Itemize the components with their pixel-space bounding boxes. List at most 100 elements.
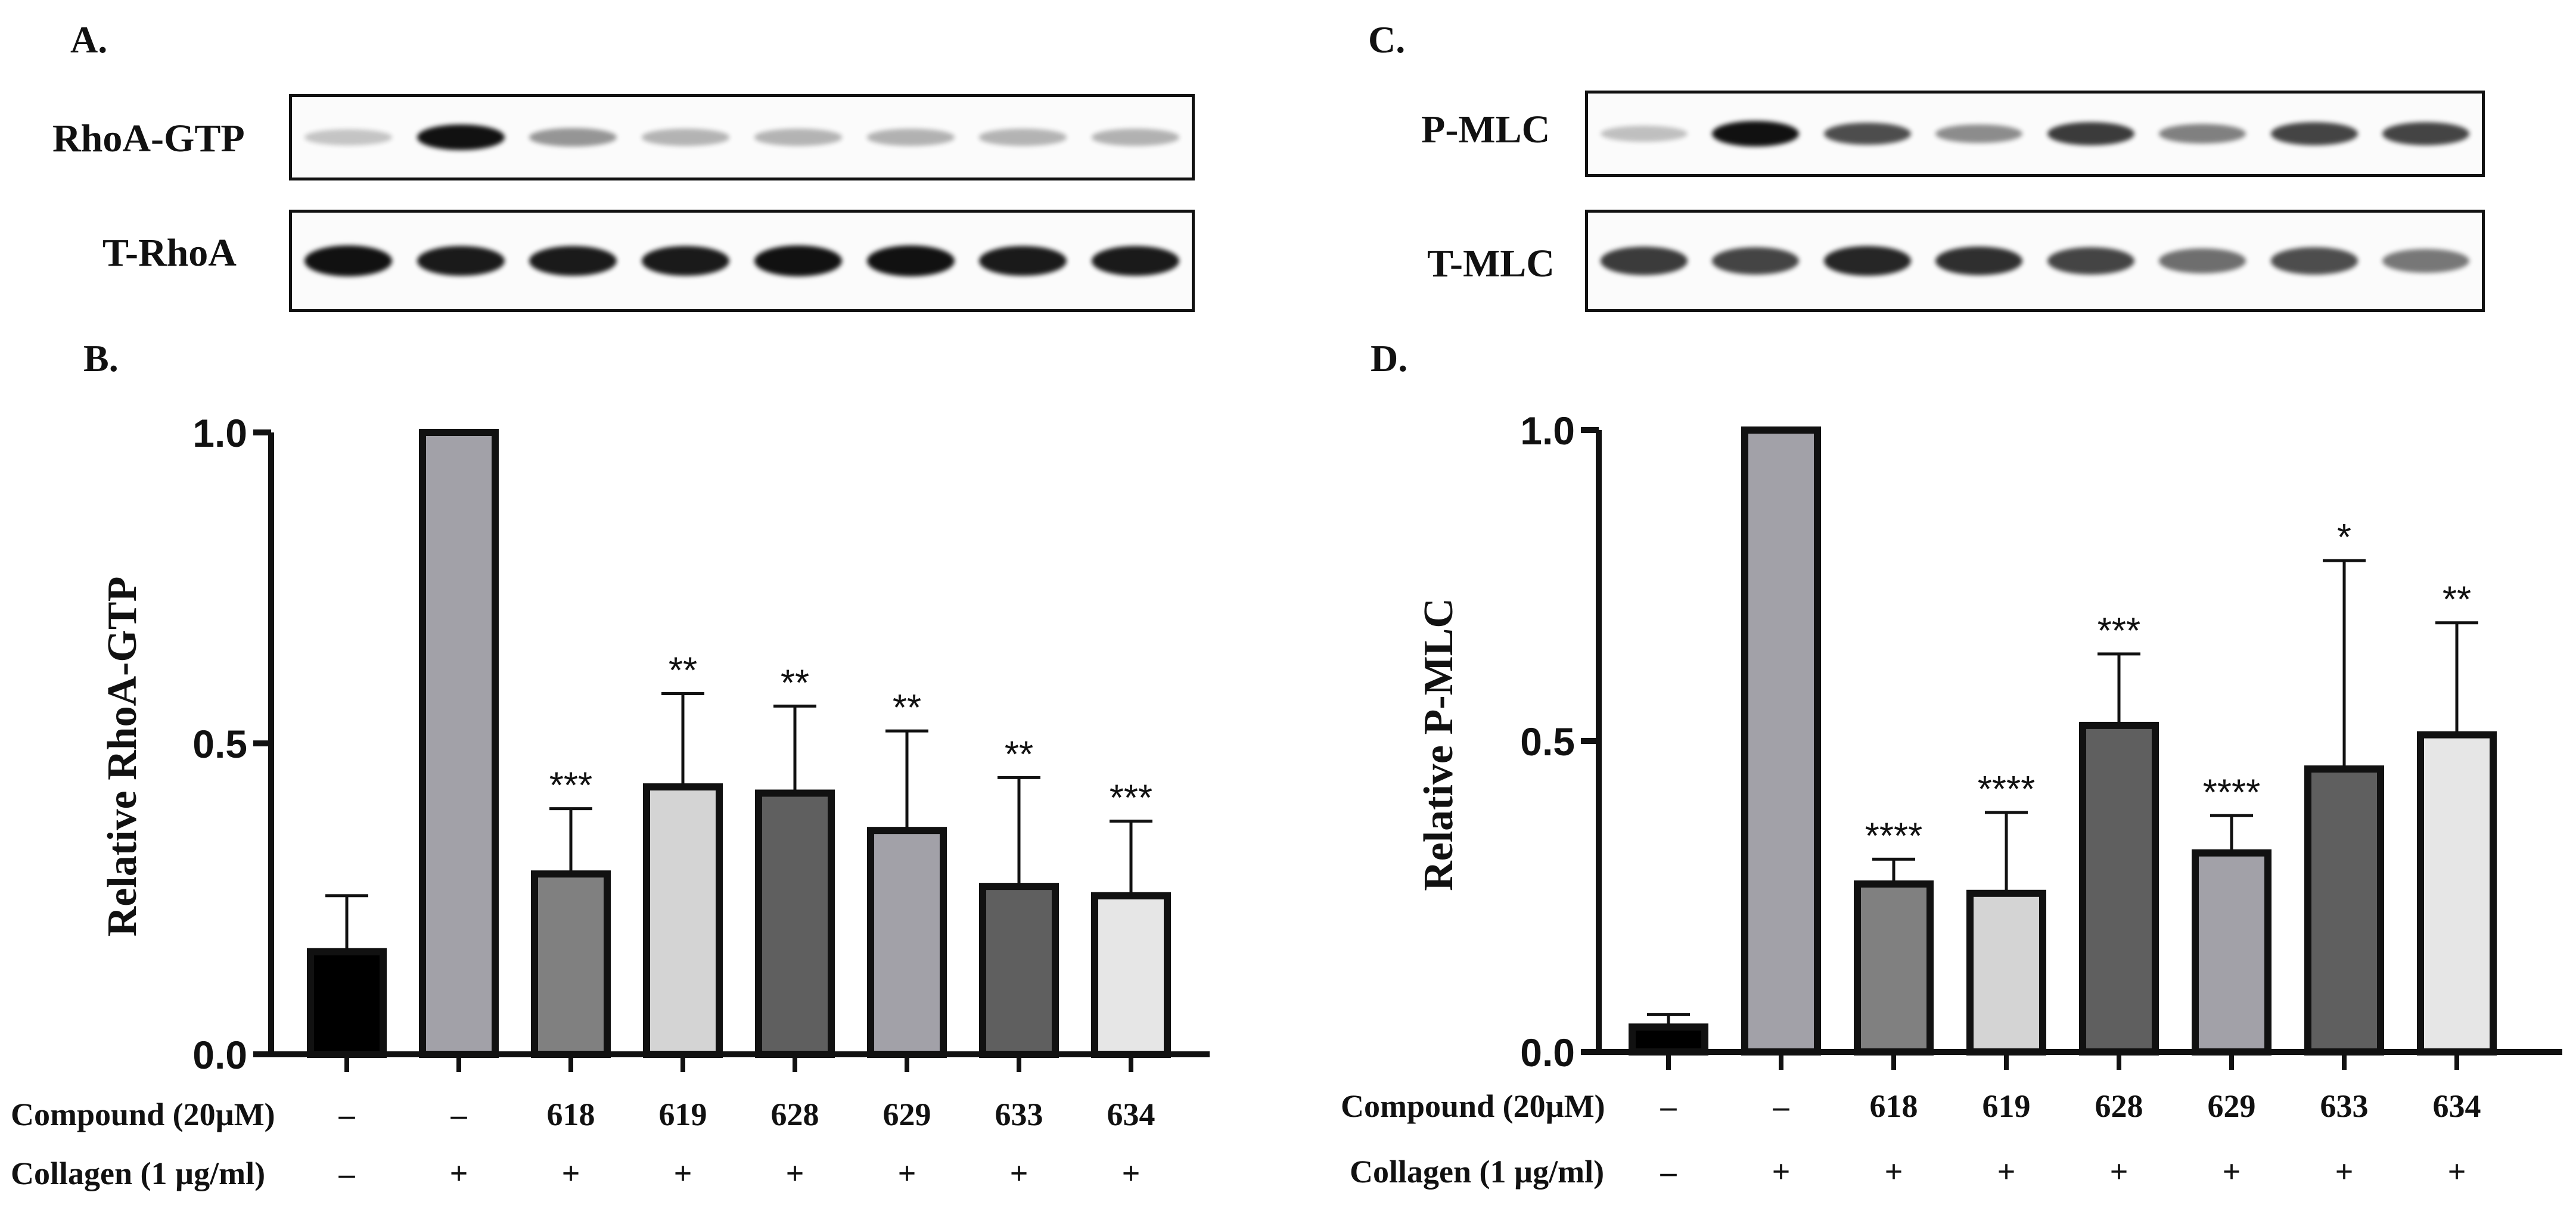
- collagen-value: +: [2223, 1154, 2241, 1190]
- blot-band: [304, 129, 392, 145]
- bar: [1091, 892, 1171, 1058]
- blot-band: [529, 128, 617, 147]
- chart-relative-p-mlc: 0.00.51.0******************: [1520, 409, 2562, 1075]
- compound-value: –: [1660, 1088, 1677, 1124]
- collagen-value: –: [1660, 1154, 1677, 1190]
- compound-row-label-b: Compound (20µM): [11, 1097, 275, 1132]
- compound-value: 634: [1107, 1097, 1155, 1132]
- collagen-value: +: [1010, 1156, 1028, 1191]
- blot-band: [2382, 248, 2470, 273]
- compound-value: 628: [771, 1097, 819, 1132]
- compound-value: –: [338, 1097, 356, 1132]
- blot-band: [642, 245, 730, 276]
- collagen-value: +: [2110, 1154, 2128, 1190]
- significance-label: **: [2443, 580, 2471, 621]
- collagen-value: +: [674, 1156, 692, 1191]
- western-blot-p-mlc: [1585, 91, 2485, 177]
- significance-label: ****: [1865, 815, 1923, 857]
- y-axis-label-b: Relative RhoA-GTP: [100, 577, 145, 937]
- blot-label-rhoa-gtp: RhoA-GTP: [52, 117, 245, 160]
- compound-value: 619: [1983, 1088, 2031, 1124]
- compound-value: 629: [883, 1097, 931, 1132]
- blot-label-p-mlc: P-MLC: [1421, 108, 1550, 151]
- compound-value: 629: [2208, 1088, 2256, 1124]
- western-blot-t-mlc: [1585, 210, 2485, 312]
- panel-c-letter: C.: [1368, 18, 1406, 61]
- compound-value: 634: [2433, 1088, 2481, 1124]
- significance-label: ****: [1978, 769, 2036, 810]
- collagen-value: +: [1997, 1154, 2016, 1190]
- collagen-value: +: [562, 1156, 580, 1191]
- blot-band: [417, 245, 505, 276]
- collagen-value: +: [2448, 1154, 2466, 1190]
- panel-a-letter: A.: [70, 18, 108, 61]
- bar: [643, 783, 723, 1058]
- collagen-value: +: [1772, 1154, 1791, 1190]
- blot-band: [2047, 122, 2134, 146]
- collagen-row-label-d: Collagen (1 µg/ml): [1350, 1154, 1604, 1190]
- blot-band: [2270, 247, 2358, 275]
- significance-label: ****: [2203, 772, 2261, 813]
- significance-label: **: [781, 662, 809, 703]
- y-tick-label: 0.0: [192, 1033, 247, 1077]
- compound-value: 633: [995, 1097, 1043, 1132]
- y-tick-label: 0.5: [192, 722, 247, 766]
- blot-band: [1823, 246, 1911, 276]
- compound-value: –: [450, 1097, 468, 1132]
- blot-band: [1712, 247, 1800, 275]
- blot-band: [1092, 129, 1180, 146]
- compound-value: 628: [2095, 1088, 2143, 1124]
- blot-band: [2382, 122, 2470, 145]
- blot-label-t-mlc: T-MLC: [1427, 242, 1555, 285]
- bar: [531, 870, 611, 1058]
- blot-band: [754, 129, 842, 146]
- blot-band: [866, 245, 955, 276]
- bar: [1854, 880, 1934, 1056]
- blot-band: [1935, 246, 2023, 276]
- y-tick-label: 0.5: [1520, 720, 1575, 764]
- compound-value: 633: [2320, 1088, 2369, 1124]
- significance-label: ***: [1110, 778, 1152, 819]
- treatment-table-d: – – 618 619 628 629 633 634 – + + + + + + +: [1660, 1088, 2481, 1190]
- blot-band: [529, 245, 617, 276]
- bar: [2304, 765, 2384, 1056]
- collagen-value: +: [898, 1156, 916, 1191]
- y-tick-label: 0.0: [1520, 1030, 1575, 1075]
- panel-b-letter: B.: [83, 337, 119, 379]
- compound-value: –: [1773, 1088, 1790, 1124]
- western-blot-rhoa-gtp: [289, 94, 1195, 180]
- collagen-value: +: [2335, 1154, 2354, 1190]
- bar: [867, 827, 947, 1058]
- bar: [2079, 721, 2159, 1056]
- collagen-value: +: [1885, 1154, 1903, 1190]
- bar: [1966, 889, 2046, 1056]
- compound-value: 618: [1870, 1088, 1918, 1124]
- bar: [1741, 426, 1821, 1056]
- y-tick-label: 1.0: [1520, 409, 1575, 453]
- blot-band: [866, 129, 955, 146]
- compound-value: 618: [547, 1097, 595, 1132]
- compound-row-label-d: Compound (20µM): [1341, 1088, 1605, 1124]
- collagen-row-label-b: Collagen (1 µg/ml): [11, 1156, 265, 1191]
- blot-band: [1935, 124, 2023, 144]
- compound-value: 619: [659, 1097, 707, 1132]
- blot-band: [2159, 124, 2246, 144]
- blot-band: [1823, 122, 1911, 145]
- bar: [1629, 1023, 1708, 1056]
- bar: [755, 789, 835, 1058]
- treatment-table-b: – – 618 619 628 629 633 634 – + + + + + + +: [338, 1097, 1155, 1191]
- blot-band: [642, 129, 730, 146]
- blot-band: [1712, 120, 1800, 147]
- significance-label: **: [1005, 734, 1033, 775]
- significance-label: **: [669, 650, 697, 691]
- blot-band: [417, 124, 505, 151]
- blot-band: [979, 245, 1067, 276]
- significance-label: ***: [549, 765, 592, 807]
- western-blot-t-rhoa: [289, 210, 1195, 312]
- significance-label: ***: [2098, 611, 2140, 652]
- significance-label: **: [893, 687, 921, 728]
- blot-label-t-rhoa: T-RhoA: [102, 231, 237, 275]
- bar: [307, 948, 387, 1058]
- collagen-value: +: [1122, 1156, 1141, 1191]
